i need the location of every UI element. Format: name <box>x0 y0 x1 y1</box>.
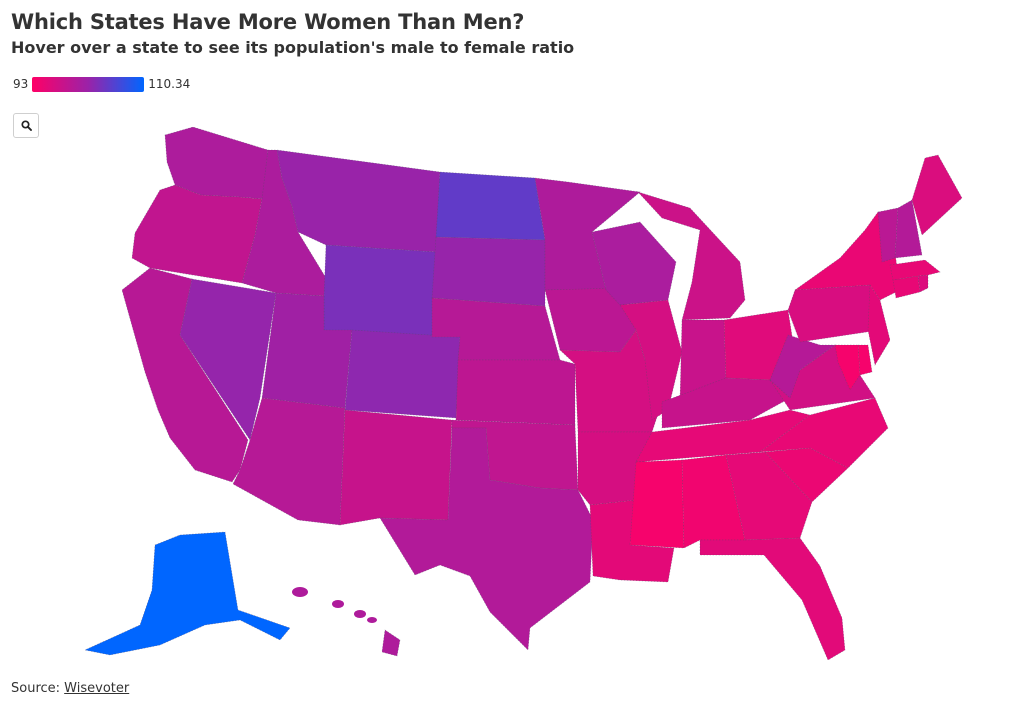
state-montana[interactable] <box>276 149 441 253</box>
chart-subtitle: Hover over a state to see its population… <box>11 38 575 57</box>
state-iowa[interactable] <box>544 287 637 353</box>
state-maryland[interactable] <box>834 344 861 391</box>
state-wyoming[interactable] <box>323 244 437 338</box>
state-louisiana[interactable] <box>589 499 675 583</box>
search-icon <box>20 120 32 131</box>
state-texas[interactable] <box>379 427 594 651</box>
state-mississippi[interactable] <box>629 459 685 549</box>
state-missouri[interactable] <box>559 329 663 433</box>
hawaii-island-4 <box>367 617 377 623</box>
state-north-carolina[interactable] <box>758 397 889 469</box>
state-tennessee[interactable] <box>635 409 811 463</box>
state-kansas[interactable] <box>455 359 576 426</box>
state-arkansas[interactable] <box>577 431 653 506</box>
state-illinois[interactable] <box>619 299 683 421</box>
state-indiana[interactable] <box>679 319 727 401</box>
state-nevada[interactable] <box>179 278 277 441</box>
hawaii-island-1 <box>292 587 308 597</box>
state-massachusetts[interactable] <box>889 259 941 281</box>
state-new-jersey[interactable] <box>867 284 891 366</box>
legend-gradient-bar <box>32 76 145 92</box>
state-arizona[interactable] <box>232 397 346 526</box>
state-new-york[interactable] <box>793 211 901 301</box>
legend-min-label: 93 <box>13 77 29 91</box>
state-utah[interactable] <box>261 292 353 409</box>
state-hawaii[interactable] <box>381 629 401 657</box>
hawaii-island-2 <box>332 600 344 608</box>
hawaii-island-3 <box>354 610 366 618</box>
state-florida[interactable] <box>699 537 846 661</box>
state-connecticut[interactable] <box>892 275 921 299</box>
state-north-dakota[interactable] <box>435 171 546 241</box>
state-michigan[interactable] <box>637 191 746 321</box>
color-legend: 93 110.34 <box>13 76 190 92</box>
source-prefix: Source: <box>11 681 61 696</box>
source-link[interactable]: Wisevoter <box>64 681 130 696</box>
state-new-mexico[interactable] <box>339 409 453 526</box>
state-washington[interactable] <box>164 126 269 200</box>
legend-max-label: 110.34 <box>148 77 191 91</box>
state-maine[interactable] <box>911 154 963 236</box>
state-georgia[interactable] <box>725 451 813 541</box>
source-note: Source: Wisevoter <box>11 681 129 696</box>
state-alaska[interactable] <box>84 531 291 656</box>
chart-title: Which States Have More Women Than Men? <box>11 10 525 34</box>
state-south-dakota[interactable] <box>431 236 546 307</box>
zoom-button[interactable] <box>13 113 39 138</box>
state-pennsylvania[interactable] <box>787 284 881 343</box>
state-colorado[interactable] <box>344 329 461 419</box>
state-delaware[interactable] <box>857 344 873 376</box>
state-oregon[interactable] <box>131 184 263 284</box>
state-new-hampshire[interactable] <box>894 199 923 259</box>
